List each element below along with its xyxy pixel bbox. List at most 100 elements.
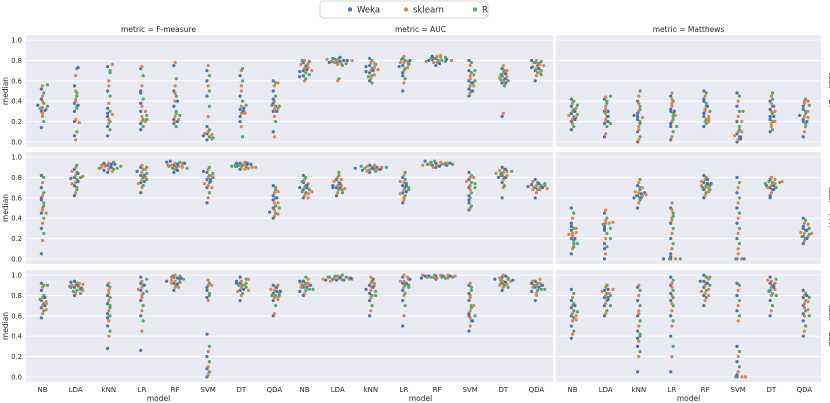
x-tick-label: QDA (529, 386, 545, 394)
point-qda-r (800, 234, 804, 239)
point-rf-sklearn (707, 190, 711, 194)
point-svm-r (207, 128, 211, 132)
point-svm-r (737, 94, 741, 98)
point-svm-sklearn (468, 295, 472, 300)
point-lda-weka (606, 295, 610, 300)
y-tick-label: 0.6 (11, 194, 22, 202)
point-rf-weka (434, 63, 438, 68)
point-nb-weka (39, 87, 43, 91)
point-knn-sklearn (637, 201, 641, 205)
point-svm-sklearn (736, 138, 740, 142)
point-qda-sklearn (276, 81, 280, 85)
point-dt-weka (245, 161, 249, 165)
point-nb-r (304, 71, 308, 75)
x-tick-label: SVM (463, 386, 478, 394)
point-qda-sklearn (802, 221, 807, 225)
point-lda-weka (334, 194, 339, 198)
point-nb-r (575, 242, 579, 246)
point-lr-sklearn (143, 167, 148, 171)
point-lr-r (671, 226, 675, 230)
point-lr-weka (401, 288, 405, 292)
point-lda-weka (331, 56, 335, 61)
point-lda-weka (72, 184, 77, 188)
point-lr-r (671, 295, 675, 300)
point-qda-sklearn (802, 114, 807, 119)
point-nb-sklearn (570, 312, 575, 316)
point-svm-sklearn (202, 132, 207, 136)
point-knn-weka (368, 298, 372, 303)
point-dt-r (240, 283, 245, 287)
point-knn-weka (106, 64, 110, 69)
point-knn-sklearn (637, 101, 641, 105)
x-axis-label: model (677, 394, 700, 403)
point-svm-r (207, 74, 211, 78)
point-nb-weka (301, 74, 305, 78)
x-tick-label: LDA (599, 386, 613, 394)
point-nb-weka (39, 211, 43, 215)
point-svm-r (469, 285, 473, 289)
point-knn-sklearn (365, 169, 369, 173)
point-rf-sklearn (435, 54, 439, 58)
x-tick-label: RF (701, 386, 710, 394)
point-nb-sklearn (40, 84, 45, 88)
point-svm-sklearn (468, 63, 472, 68)
point-svm-r (207, 281, 211, 285)
point-dt-sklearn (505, 75, 509, 79)
point-qda-r (804, 298, 808, 303)
point-rf-sklearn (707, 114, 711, 119)
point-rf-r (178, 160, 182, 164)
point-nb-r (572, 245, 576, 249)
point-svm-r (469, 288, 473, 292)
point-lr-sklearn (670, 324, 674, 328)
point-svm-r (469, 173, 473, 178)
point-svm-sklearn (468, 188, 472, 192)
point-nb-r (572, 291, 576, 296)
point-nb-sklearn (299, 285, 303, 289)
point-knn-sklearn (107, 319, 111, 323)
point-rf-sklearn (421, 163, 425, 167)
point-dt-r (774, 186, 778, 190)
point-lda-sklearn (81, 282, 85, 286)
point-dt-r (502, 69, 507, 73)
point-qda-r (274, 104, 278, 108)
point-svm-r (207, 104, 211, 108)
point-qda-weka (275, 289, 279, 293)
point-dt-sklearn (239, 279, 243, 283)
point-knn-weka (106, 346, 110, 350)
point-rf-r (171, 166, 175, 170)
point-lr-r (671, 211, 675, 215)
point-lr-sklearn (670, 354, 674, 359)
point-rf-weka (445, 57, 449, 62)
point-qda-sklearn (276, 201, 280, 205)
point-knn-r (370, 74, 374, 78)
point-svm-weka (467, 329, 471, 333)
point-qda-r (543, 287, 547, 291)
point-nb-weka (39, 316, 43, 320)
point-dt-weka (504, 167, 508, 171)
point-qda-sklearn (538, 277, 542, 281)
point-qda-weka (537, 285, 541, 289)
point-knn-sklearn (372, 61, 377, 66)
point-lda-sklearn (604, 312, 608, 316)
point-qda-weka (271, 97, 275, 101)
legend-marker-weka (347, 7, 353, 12)
point-qda-r (270, 293, 274, 298)
point-dt-r (240, 67, 245, 71)
point-nb-r (572, 329, 576, 333)
point-dt-r (244, 281, 248, 285)
point-nb-sklearn (570, 216, 575, 220)
point-svm-sklearn (468, 74, 472, 78)
point-nb-sklearn (40, 194, 45, 198)
point-qda-weka (801, 107, 805, 111)
point-rf-sklearn (180, 162, 184, 166)
point-svm-r (737, 365, 741, 369)
point-svm-sklearn (468, 309, 472, 313)
point-lr-sklearn (402, 81, 406, 85)
point-qda-sklearn (538, 188, 542, 192)
point-dt-weka (768, 130, 772, 134)
point-svm-sklearn (736, 370, 740, 374)
point-knn-sklearn (372, 163, 377, 167)
point-knn-weka (106, 316, 110, 320)
point-nb-weka (39, 281, 43, 285)
point-svm-weka (735, 104, 739, 108)
